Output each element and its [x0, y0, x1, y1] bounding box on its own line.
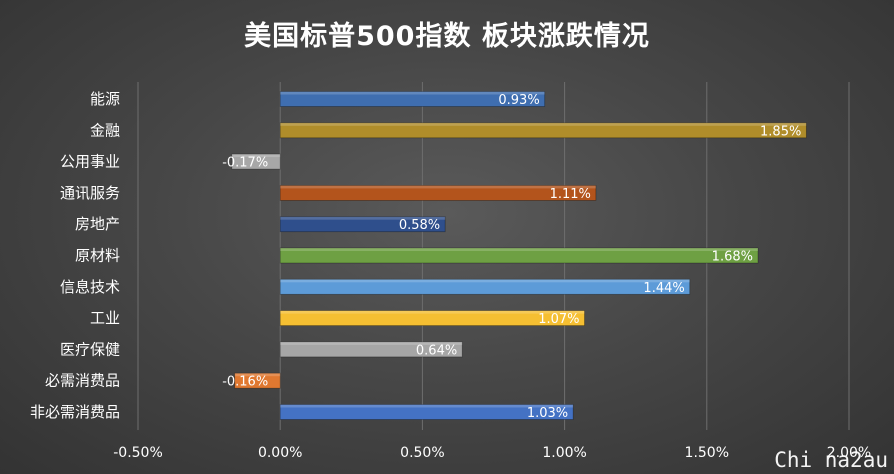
category-label: 必需消费品 — [45, 372, 120, 390]
bar-highlight — [280, 248, 758, 251]
data-label: -0.16% — [222, 375, 268, 390]
bar-highlight — [280, 310, 585, 314]
data-label: -0.17% — [222, 156, 268, 171]
bar-highlight — [280, 91, 545, 95]
bars — [231, 91, 807, 420]
bar — [279, 216, 446, 233]
data-label: 0.93% — [498, 93, 539, 108]
x-tick-label: 1.50% — [685, 445, 729, 461]
bar — [279, 341, 463, 358]
x-tick-label: 0.50% — [400, 445, 444, 461]
bar-highlight — [280, 279, 690, 283]
bar-highlight — [280, 122, 807, 126]
bar — [279, 310, 585, 327]
x-tick-label: 0.00% — [258, 445, 302, 461]
watermark: Chi na2au — [774, 448, 888, 472]
category-label: 原材料 — [75, 247, 120, 265]
category-label: 非必需消费品 — [30, 403, 120, 421]
data-label: 0.64% — [416, 343, 457, 358]
category-label: 金融 — [90, 121, 120, 139]
data-label: 1.44% — [643, 281, 684, 296]
category-label: 能源 — [90, 90, 120, 108]
bar-highlight — [234, 373, 281, 377]
bar — [279, 91, 546, 107]
data-labels: 0.93% 1.85% -0.17% 1.11% 0.58% 1.68% 1.44% 1.07… — [222, 93, 801, 421]
chart-title: 美国标普500指数 板块涨跌情况 — [244, 21, 650, 52]
data-label: 1.03% — [527, 406, 568, 421]
category-label: 工业 — [90, 309, 120, 327]
bar-highlight — [280, 185, 596, 189]
bar — [279, 122, 807, 139]
bar — [279, 247, 759, 264]
bar — [279, 404, 574, 420]
category-label: 房地产 — [75, 215, 120, 233]
x-tick-label: 1.00% — [542, 445, 586, 461]
x-tick-label: 2.00% — [827, 445, 871, 461]
bar — [234, 372, 281, 389]
data-label: 1.07% — [538, 312, 579, 327]
bar — [279, 184, 597, 201]
x-tick-labels: -0.50% 0.00% 0.50% 1.00% 1.50% 2.00% — [113, 445, 871, 461]
bar-highlight — [280, 341, 463, 345]
bar-highlight — [280, 216, 446, 220]
category-label: 信息技术 — [60, 278, 120, 296]
data-label: 0.58% — [399, 218, 440, 233]
data-label: 1.68% — [712, 250, 753, 265]
data-label: 1.85% — [760, 124, 801, 139]
category-label: 医疗保健 — [60, 340, 120, 358]
x-tick-label: -0.50% — [113, 445, 163, 461]
data-label: 1.11% — [550, 187, 591, 202]
bar — [279, 278, 691, 295]
bar-highlight — [280, 404, 574, 408]
bar — [231, 153, 281, 170]
bar-highlight — [231, 154, 281, 158]
category-label: 通讯服务 — [60, 184, 120, 202]
category-label: 公用事业 — [60, 153, 120, 171]
